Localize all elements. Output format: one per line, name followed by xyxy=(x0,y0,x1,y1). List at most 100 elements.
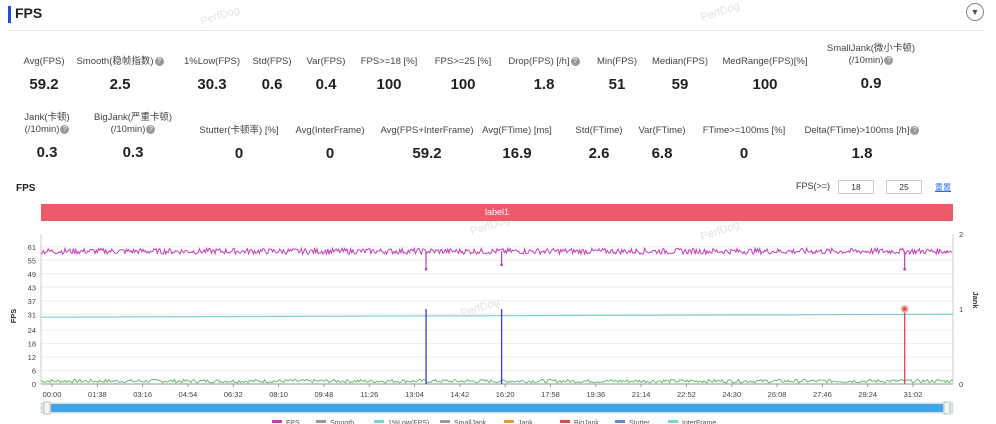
y-tick-label: 18 xyxy=(28,340,36,349)
help-icon[interactable]: ? xyxy=(570,56,580,66)
stat-label: BigJank(严重卡顿) xyxy=(93,112,173,123)
legend-marker xyxy=(316,420,326,423)
range-handle-left[interactable] xyxy=(43,401,51,415)
legend-marker xyxy=(440,420,450,423)
x-tick-label: 08:10 xyxy=(269,390,288,399)
stat-stats_row2-8: FTime>=100ms [%] 0 xyxy=(684,125,804,162)
stat-label-unit: (/10min)? xyxy=(811,55,931,67)
legend-item[interactable]: InterFrame xyxy=(682,420,716,424)
legend-item[interactable]: Stutter xyxy=(629,420,650,424)
stat-label: Avg(FPS+InterFrame) xyxy=(380,125,474,136)
fps-dip-point xyxy=(500,263,504,267)
y-tick-label: 61 xyxy=(28,243,36,252)
y-tick-label: 24 xyxy=(28,326,36,335)
stat-value: 0.3 xyxy=(36,144,58,161)
legend-item[interactable]: Jank xyxy=(518,420,533,424)
stat-stats_row1-3: Std(FPS) 0.6 xyxy=(212,56,332,93)
x-tick-label: 00:00 xyxy=(43,390,62,399)
x-tick-label: 24:30 xyxy=(722,390,741,399)
x-tick-label: 19:36 xyxy=(586,390,605,399)
x-tick-label: 04:54 xyxy=(179,390,198,399)
y-tick-label: 31 xyxy=(28,310,36,319)
stat-stats_row1-1: Smooth(稳帧指数)? 2.5 xyxy=(60,56,180,93)
stat-value: 0 xyxy=(325,145,335,162)
stat-stats_row1-2: 1%Low(FPS) 30.3 xyxy=(152,56,272,93)
help-icon[interactable]: ? xyxy=(146,124,156,134)
x-tick-label: 31:02 xyxy=(904,390,923,399)
stat-label: Drop(FPS) [/h]? xyxy=(484,56,604,68)
help-icon[interactable]: ? xyxy=(910,125,920,135)
stat-label-unit: (/10min)? xyxy=(0,124,107,136)
stat-stats_row2-9: Delta(FTime)>100ms [/h]? 1.8 xyxy=(802,125,922,162)
legend-marker xyxy=(272,420,282,423)
stat-value: 51 xyxy=(608,76,626,93)
y-tick-label: 37 xyxy=(28,297,36,306)
x-tick-label: 27:46 xyxy=(813,390,832,399)
label-band[interactable]: label1 xyxy=(41,204,953,221)
section-header: FPS ▼ xyxy=(0,0,996,30)
x-tick-label: 16:20 xyxy=(496,390,515,399)
help-icon[interactable]: ? xyxy=(60,124,70,134)
y-axis-label: FPS xyxy=(9,309,18,324)
stat-label: Var(FTime) xyxy=(638,125,686,136)
x-tick-label: 14:42 xyxy=(450,390,469,399)
stat-label: Avg(FTime) [ms] xyxy=(482,125,552,136)
stat-value: 0.6 xyxy=(261,76,283,93)
x-tick-label: 01:38 xyxy=(88,390,107,399)
time-range-selection xyxy=(51,404,943,412)
stat-stats_row2-2: Stutter(卡顿率) [%] 0 xyxy=(179,125,299,162)
legend-item[interactable]: Smooth xyxy=(330,420,354,424)
stat-label-unit: (/10min)? xyxy=(73,124,193,136)
stat-value: 30.3 xyxy=(197,76,227,93)
range-handle-right[interactable] xyxy=(943,401,951,415)
stat-label: Avg(InterFrame) xyxy=(295,125,365,136)
stat-label: Std(FTime) xyxy=(575,125,623,136)
stat-label: SmallJank(微小卡顿) xyxy=(826,43,916,54)
stat-stats_row2-1: BigJank(严重卡顿) (/10min)? 0.3 xyxy=(73,112,193,161)
reset-link[interactable]: 重置 xyxy=(935,183,951,192)
stat-value: 59.2 xyxy=(29,76,59,93)
series-interframe-line xyxy=(40,313,954,318)
legend-item[interactable]: 1%Low(FPS) xyxy=(388,420,429,424)
stat-stats_row1-5: FPS>=18 [%] 100 xyxy=(329,56,449,93)
stat-label: Min(FPS) xyxy=(596,56,638,67)
y-tick-label: 43 xyxy=(28,283,36,292)
legend-item[interactable]: FPS xyxy=(286,420,300,424)
stat-stats_row2-7: Var(FTime) 6.8 xyxy=(602,125,722,162)
stat-stats_row1-9: Median(FPS) 59 xyxy=(620,56,740,93)
stat-value: 59 xyxy=(671,76,689,93)
stat-value: 2.5 xyxy=(109,76,131,93)
stat-stats_row2-5: Avg(FTime) [ms] 16.9 xyxy=(457,125,577,162)
stat-stats_row1-10: MedRange(FPS)[%] 100 xyxy=(705,56,825,93)
fps-threshold-low-input[interactable] xyxy=(838,180,874,194)
legend-item[interactable]: BigJank xyxy=(574,420,599,424)
legend-marker xyxy=(560,420,570,423)
stat-value: 16.9 xyxy=(502,145,532,162)
x-tick-label: 09:48 xyxy=(315,390,334,399)
help-icon[interactable]: ? xyxy=(884,55,894,65)
stat-value: 2.6 xyxy=(588,145,610,162)
stat-stats_row2-6: Std(FTime) 2.6 xyxy=(539,125,659,162)
y-tick-label: 49 xyxy=(28,270,36,279)
fps-filter-label: FPS(>=) xyxy=(796,181,831,191)
x-tick-label: 06:32 xyxy=(224,390,243,399)
legend-marker xyxy=(504,420,514,423)
legend-item[interactable]: SmallJank xyxy=(454,420,487,424)
stat-value: 100 xyxy=(450,76,476,93)
chevron-down-icon[interactable]: ▼ xyxy=(966,3,984,21)
y-tick-label: 0 xyxy=(32,380,36,389)
help-icon[interactable]: ? xyxy=(154,56,164,66)
stat-stats_row1-0: Avg(FPS) 59.2 xyxy=(0,56,104,93)
y-tick-label: 55 xyxy=(28,256,36,265)
stat-value: 0.9 xyxy=(860,75,882,92)
stat-stats_row1-11: SmallJank(微小卡顿) (/10min)? 0.9 xyxy=(811,43,931,92)
series-fps-line xyxy=(40,246,953,257)
fps-threshold-high-input[interactable] xyxy=(886,180,922,194)
stat-value: 59.2 xyxy=(412,145,442,162)
x-tick-label: 13:04 xyxy=(405,390,424,399)
legend-marker xyxy=(615,420,625,423)
stat-value: 1.8 xyxy=(851,145,873,162)
stat-stats_row2-4: Avg(FPS+InterFrame) 59.2 xyxy=(367,125,487,162)
series-ftime-line xyxy=(40,378,954,384)
